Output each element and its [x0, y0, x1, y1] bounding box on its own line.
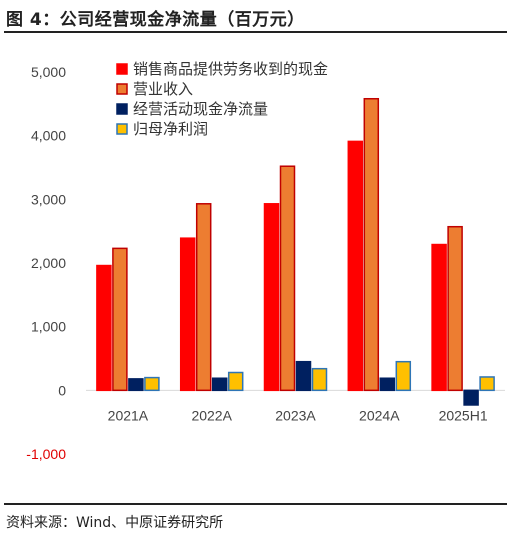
y-tick-label: 0 — [58, 382, 66, 398]
y-tick-label: 5,000 — [31, 64, 66, 80]
bar — [112, 247, 128, 392]
bar — [479, 376, 495, 392]
source-rule — [4, 503, 507, 505]
title-rule — [4, 31, 507, 33]
source-note: 资料来源：Wind、中原证券研究所 — [6, 515, 224, 531]
bar — [179, 237, 196, 392]
legend-swatch — [116, 83, 128, 95]
legend-label: 经营活动现金净流量 — [133, 100, 268, 118]
bar — [128, 378, 144, 392]
x-category-label: 2023A — [275, 407, 316, 423]
y-tick-label: 4,000 — [31, 128, 66, 144]
x-category-label: 2024A — [359, 407, 400, 423]
bar — [227, 371, 244, 392]
x-axis: 2021A 2022A 2023A 2024A 2025H1 — [108, 407, 488, 423]
bars — [96, 97, 495, 406]
legend-swatch — [116, 103, 128, 115]
x-category-label: 2021A — [108, 407, 149, 423]
bar — [96, 264, 112, 392]
bar — [347, 140, 364, 392]
y-tick-label: 3,000 — [31, 191, 66, 207]
bar — [447, 225, 463, 392]
bar — [195, 203, 212, 392]
figure-title: 图 4：公司经营现金净流量（百万元） — [6, 10, 305, 30]
bar — [431, 243, 447, 392]
legend-label: 归母净利润 — [133, 120, 208, 138]
legend-label: 营业收入 — [133, 80, 193, 98]
y-tick-label: 1,000 — [31, 319, 66, 335]
x-category-label: 2025H1 — [439, 407, 488, 423]
legend-swatch — [116, 123, 128, 135]
legend-label: 销售商品提供劳务收到的现金 — [133, 60, 328, 78]
bar — [463, 389, 479, 406]
legend-swatch — [116, 63, 128, 75]
x-category-label: 2022A — [191, 407, 232, 423]
bar — [363, 97, 380, 392]
y-tick-label: -1,000 — [26, 446, 66, 462]
bar — [379, 377, 396, 392]
bar — [295, 360, 312, 392]
bar — [144, 376, 160, 392]
bar — [211, 377, 228, 392]
bar — [263, 203, 280, 392]
bar — [311, 367, 328, 392]
y-tick-label: 2,000 — [31, 255, 66, 271]
bar — [395, 360, 412, 392]
bar — [279, 165, 296, 392]
